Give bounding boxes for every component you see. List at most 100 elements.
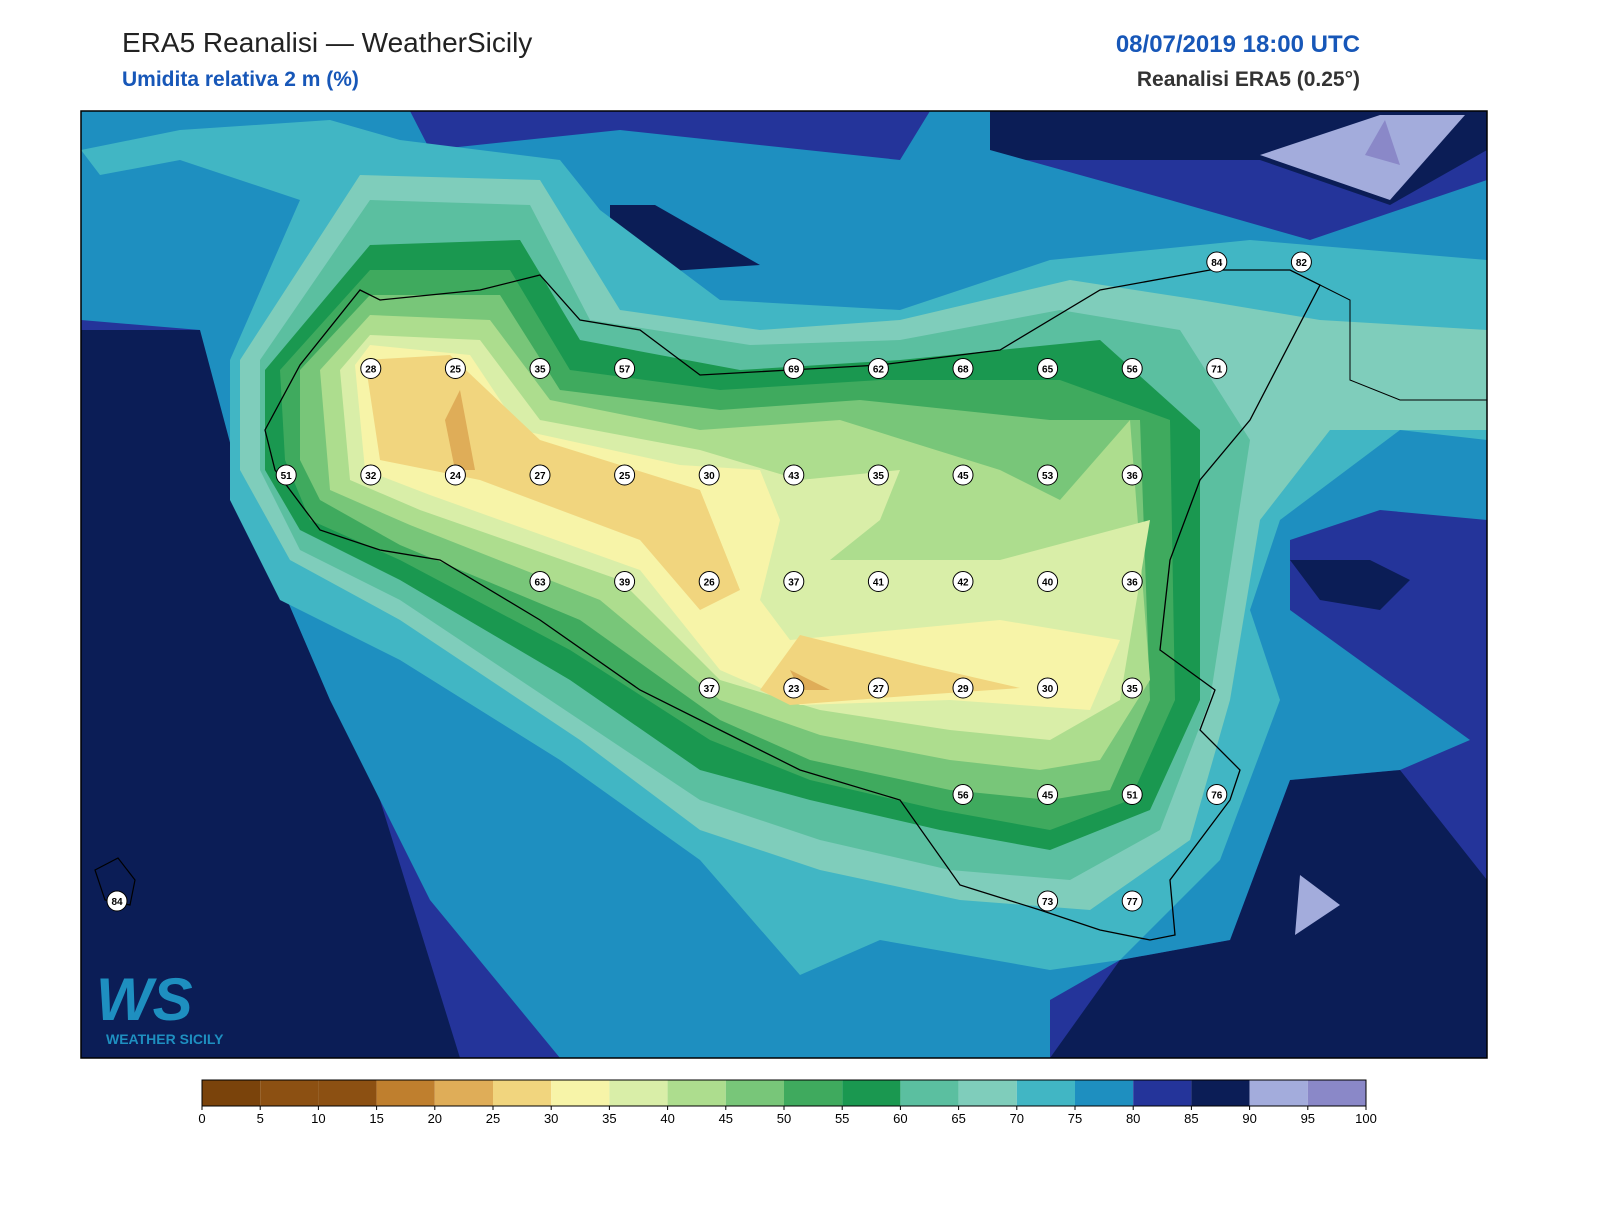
station-value: 37 — [704, 684, 716, 695]
station-value: 30 — [704, 471, 716, 482]
colorbar-tick-label: 80 — [1126, 1111, 1140, 1126]
colorbar-tick-label: 25 — [486, 1111, 500, 1126]
contours: WS WEATHER SICILY — [81, 111, 1487, 1058]
station-marker — [698, 677, 720, 699]
station-value: 84 — [1211, 258, 1223, 269]
contour — [445, 390, 475, 470]
colorbar-segment — [958, 1080, 1017, 1106]
colorbar-tick-label: 5 — [257, 1111, 264, 1126]
contour — [1365, 120, 1400, 165]
station-value: 68 — [957, 365, 969, 376]
station-value: 35 — [873, 471, 885, 482]
colorbar-segment — [1133, 1080, 1192, 1106]
station-value: 25 — [619, 471, 631, 482]
station-value: 77 — [1127, 897, 1139, 908]
stations: 84 82 28 25 35 57 69 62 68 65 56 71 51 32 24 27 25 30 43 35… — [106, 251, 1312, 912]
contour — [1260, 115, 1465, 200]
coastline — [264, 269, 1321, 941]
station-value: 65 — [1042, 365, 1054, 376]
station-value: 62 — [873, 365, 885, 376]
colorbar-segment — [551, 1080, 610, 1106]
station-marker — [1206, 358, 1228, 379]
colorbar-tick-label: 50 — [777, 1111, 791, 1126]
station-value: 29 — [957, 684, 969, 695]
colorbar-segment — [784, 1080, 843, 1106]
station-marker — [1121, 890, 1143, 912]
colorbar-tick-label: 45 — [719, 1111, 733, 1126]
station-value: 69 — [788, 365, 800, 376]
island — [94, 857, 136, 906]
station-value: 39 — [619, 578, 631, 589]
station-marker — [698, 464, 720, 486]
station-value: 42 — [957, 578, 969, 589]
station-value: 28 — [365, 365, 377, 376]
colorbar-tick-label: 60 — [893, 1111, 907, 1126]
station-marker — [1037, 677, 1059, 699]
station-marker — [1206, 784, 1228, 805]
colorbar-segment — [667, 1080, 726, 1106]
subtitle: Umidita relativa 2 m (%) — [122, 68, 359, 91]
station-value: 40 — [1042, 578, 1054, 589]
contour — [1290, 560, 1410, 610]
station-value: 36 — [1127, 578, 1139, 589]
station-marker — [614, 571, 636, 592]
colorbar-tick-label: 95 — [1301, 1111, 1315, 1126]
station-value: 27 — [534, 471, 546, 482]
station-marker — [1037, 890, 1059, 912]
colorbar-segment — [376, 1080, 435, 1106]
coastline — [1319, 284, 1487, 401]
station-value: 25 — [450, 365, 462, 376]
station-marker — [952, 571, 974, 592]
station-value: 30 — [1042, 684, 1054, 695]
station-value: 26 — [704, 578, 716, 589]
station-marker — [698, 571, 720, 592]
station-marker — [1037, 358, 1059, 379]
station-value: 84 — [111, 897, 123, 908]
station-value: 53 — [1042, 471, 1054, 482]
colorbar-tick-label: 15 — [369, 1111, 383, 1126]
station-value: 82 — [1296, 258, 1308, 269]
station-marker — [1121, 464, 1143, 486]
station-value: 57 — [619, 365, 631, 376]
station-value: 63 — [534, 578, 546, 589]
contour — [1050, 770, 1487, 1058]
station-value: 76 — [1211, 791, 1223, 802]
station-marker — [1290, 251, 1312, 273]
colorbar-segment — [202, 1080, 261, 1106]
source: Reanalisi ERA5 (0.25°) — [1137, 68, 1360, 91]
colorbar-segment — [900, 1080, 959, 1106]
colorbar-segment — [609, 1080, 668, 1106]
station-value: 36 — [1127, 471, 1139, 482]
station-value: 73 — [1042, 897, 1054, 908]
colorbar-tick-label: 85 — [1184, 1111, 1198, 1126]
colorbar-tick-label: 10 — [311, 1111, 325, 1126]
contour — [1295, 875, 1340, 935]
station-marker — [1121, 358, 1143, 379]
station-marker — [360, 358, 382, 379]
station-marker — [952, 464, 974, 486]
colorbar-tick-label: 0 — [198, 1111, 205, 1126]
colorbar-tick-label: 75 — [1068, 1111, 1082, 1126]
station-marker — [106, 890, 128, 912]
station-value: 43 — [788, 471, 800, 482]
colorbar-segment — [1075, 1080, 1134, 1106]
station-marker — [444, 358, 466, 379]
colorbar-tick-label: 40 — [660, 1111, 674, 1126]
station-value: 51 — [1127, 791, 1139, 802]
station-marker — [867, 358, 889, 379]
colorbar: 0 5 10 15 20 25 30 35 40 45 50 55 60 65 70 75 80 85 90 95 10… — [198, 1079, 1377, 1126]
station-marker — [867, 571, 889, 592]
colorbar-segment — [842, 1080, 901, 1106]
logo-text: WEATHER SICILY — [106, 1031, 224, 1047]
station-marker — [1037, 571, 1059, 592]
colorbar-segment — [260, 1080, 319, 1106]
station-marker — [1037, 784, 1059, 805]
station-marker — [783, 464, 805, 486]
station-marker — [952, 358, 974, 379]
station-marker — [1121, 677, 1143, 699]
station-marker — [783, 677, 805, 699]
station-marker — [1121, 571, 1143, 592]
station-value: 41 — [873, 578, 885, 589]
station-value: 56 — [957, 791, 969, 802]
